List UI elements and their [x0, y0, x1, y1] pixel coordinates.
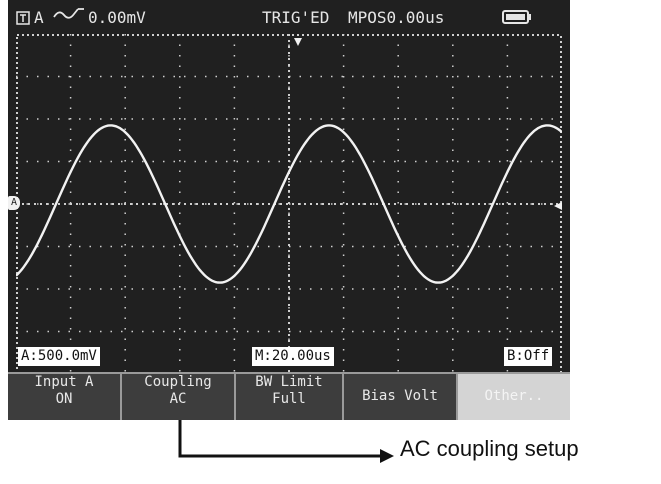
- channel-marker: A: [8, 196, 20, 210]
- channel-label: A: [34, 8, 44, 27]
- softkey-input-a[interactable]: Input A ON: [8, 372, 122, 420]
- softkey-other[interactable]: Other..: [458, 372, 570, 420]
- softkey-bias-volt[interactable]: Bias Volt: [344, 372, 458, 420]
- waveform-display: [16, 34, 562, 374]
- annotation-arrow: [178, 420, 394, 463]
- graticule: [16, 34, 562, 374]
- channel-a-scale: A:500.0mV: [18, 347, 100, 366]
- trigger-position-marker: [294, 38, 302, 46]
- channel-b-readout: B:Off: [504, 347, 553, 366]
- horizontal-position: MPOS0.00us: [348, 8, 445, 27]
- status-bar: A 0.00mV TRIG'ED MPOS0.00us: [8, 0, 570, 34]
- trigger-level-marker: [554, 202, 562, 210]
- trigger-edge-icon: [52, 7, 86, 27]
- trigger-state: TRIG'ED: [262, 8, 330, 27]
- channel-box-icon: [16, 8, 30, 27]
- trigger-level: 0.00mV: [88, 8, 146, 27]
- timebase-readout: M:20.00us: [252, 347, 334, 366]
- annotation-label: AC coupling setup: [400, 436, 579, 461]
- waveform-trace: [16, 124, 562, 284]
- oscilloscope-screen: A 0.00mV TRIG'ED MPOS0.00us A A:500.0mV …: [8, 0, 570, 420]
- battery-icon: [502, 9, 532, 28]
- softkey-bw-limit[interactable]: BW Limit Full: [236, 372, 344, 420]
- softkey-coupling[interactable]: Coupling AC: [122, 372, 236, 420]
